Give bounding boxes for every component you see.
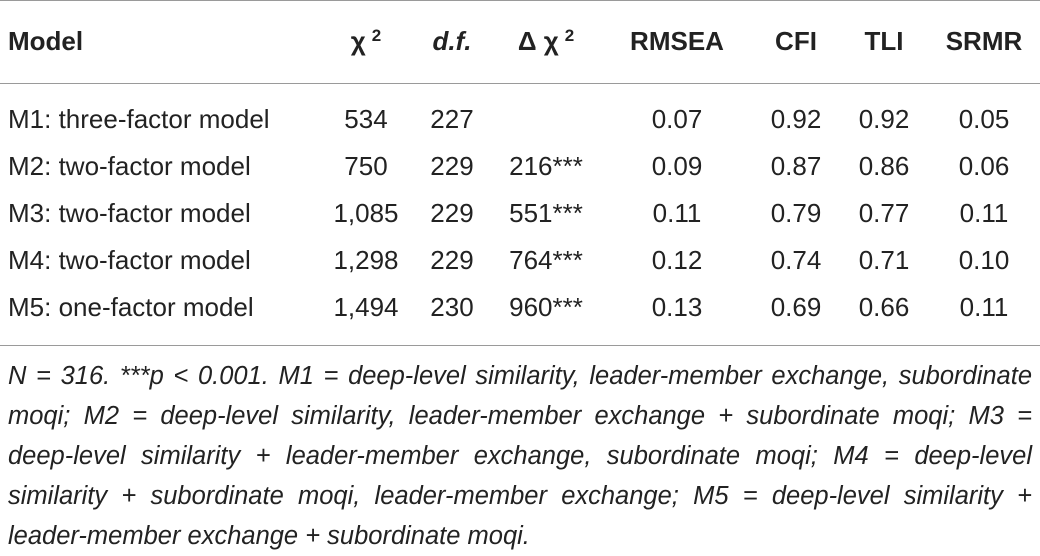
- header-tli: TLI: [864, 25, 904, 56]
- cell-tli: 0.66: [858, 292, 910, 322]
- cell-cfi: 0.74: [770, 245, 822, 275]
- cell-df: 229: [430, 198, 474, 228]
- cell-rmsea: 0.13: [651, 292, 703, 322]
- cell-delta-chi-square: 216***: [509, 151, 583, 181]
- cell-model: M4: two-factor model: [8, 245, 251, 275]
- cell-cfi: 0.79: [770, 198, 822, 228]
- table-row: M3: two-factor model 1,085 229 551*** 0.…: [0, 190, 1040, 237]
- cell-tli: 0.86: [858, 151, 910, 181]
- cell-df: 230: [430, 292, 474, 322]
- header-model: Model: [8, 25, 84, 56]
- cell-chi-square: 1,085: [333, 198, 399, 228]
- cell-tli: 0.71: [858, 245, 910, 275]
- table-row: M5: one-factor model 1,494 230 960*** 0.…: [0, 284, 1040, 345]
- table-footnote: N = 316. ***p < 0.001. M1 = deep-level s…: [8, 362, 1032, 550]
- cell-chi-square: 750: [344, 151, 388, 181]
- table-row: M4: two-factor model 1,298 229 764*** 0.…: [0, 237, 1040, 284]
- cell-model: M2: two-factor model: [8, 151, 251, 181]
- header-rmsea: RMSEA: [630, 25, 724, 56]
- cell-cfi: 0.92: [770, 104, 822, 134]
- cell-chi-square: 1,494: [333, 292, 399, 322]
- cell-df: 227: [430, 104, 474, 134]
- cell-rmsea: 0.11: [652, 198, 702, 228]
- cell-rmsea: 0.09: [651, 151, 703, 181]
- header-cfi: CFI: [775, 25, 817, 56]
- header-srmr: SRMR: [945, 25, 1023, 56]
- cell-chi-square: 534: [344, 104, 388, 134]
- header-df: d.f.: [432, 25, 472, 56]
- cell-rmsea: 0.12: [651, 245, 703, 275]
- cell-tli: 0.92: [858, 104, 910, 134]
- cell-df: 229: [430, 245, 474, 275]
- cell-srmr: 0.10: [958, 245, 1010, 275]
- cell-delta-chi-square: [490, 84, 602, 144]
- cell-model: M1: three-factor model: [8, 104, 270, 134]
- cell-cfi: 0.87: [770, 151, 822, 181]
- table-row: M2: two-factor model 750 229 216*** 0.09…: [0, 143, 1040, 190]
- cell-chi-square: 1,298: [333, 245, 399, 275]
- cell-rmsea: 0.07: [651, 104, 703, 134]
- cell-srmr: 0.11: [959, 198, 1009, 228]
- cell-tli: 0.77: [858, 198, 910, 228]
- cell-delta-chi-square: 764***: [509, 245, 583, 275]
- cell-cfi: 0.69: [770, 292, 822, 322]
- cell-srmr: 0.05: [958, 104, 1010, 134]
- cell-srmr: 0.06: [958, 151, 1010, 181]
- top-rule: [0, 0, 1040, 1]
- cell-delta-chi-square: 551***: [509, 198, 583, 228]
- cell-srmr: 0.11: [959, 292, 1009, 322]
- cell-df: 229: [430, 151, 474, 181]
- cell-model: M3: two-factor model: [8, 198, 251, 228]
- bottom-rule: [0, 345, 1040, 346]
- cell-model: M5: one-factor model: [8, 292, 254, 322]
- table-row: M1: three-factor model 534 227 0.07 0.92…: [0, 84, 1040, 144]
- cell-delta-chi-square: 960***: [509, 292, 583, 322]
